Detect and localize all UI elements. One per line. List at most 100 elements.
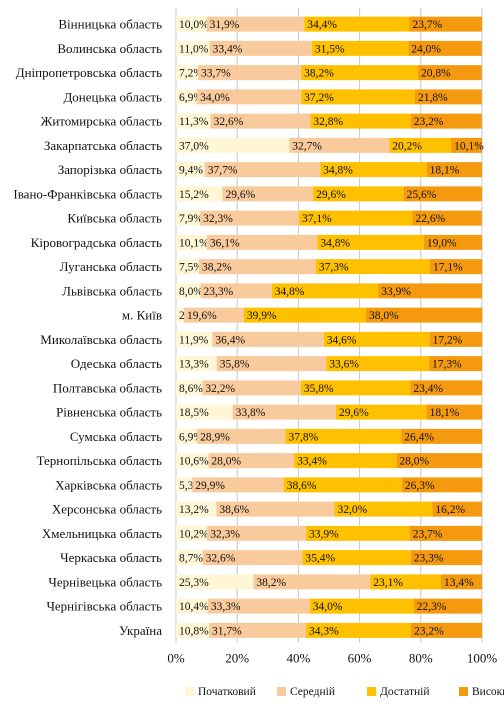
data-label: 33,8% xyxy=(236,407,266,419)
x-axis-ticks: 0% 20% 40% 60% 80% 100% xyxy=(167,651,497,666)
bar-segment xyxy=(410,113,482,129)
bar-segment xyxy=(396,453,482,469)
legend-swatch xyxy=(367,687,376,696)
bar-segment xyxy=(176,283,201,299)
bar-segment xyxy=(401,477,483,493)
bar-segment xyxy=(176,40,210,56)
x-tick-label: 20% xyxy=(225,651,249,666)
category-label: Рівненська область xyxy=(56,405,162,420)
bar-segment xyxy=(440,574,482,590)
bar-segment xyxy=(378,283,482,299)
bar-segment xyxy=(210,113,311,129)
bar-segment xyxy=(315,259,430,275)
x-tick-label: 0% xyxy=(167,651,185,666)
data-label: 31,7% xyxy=(212,625,242,637)
data-label: 28,0% xyxy=(399,456,429,468)
data-label: 10,8% xyxy=(179,625,209,637)
category-label: Луганська область xyxy=(60,259,162,274)
category-label: Чернігівська область xyxy=(46,599,162,614)
category-label: Полтавська область xyxy=(53,380,162,395)
data-label: 22,6% xyxy=(416,213,446,225)
x-tick-label: 60% xyxy=(348,651,372,666)
bar-segment xyxy=(283,477,402,493)
data-label: 23,7% xyxy=(413,528,443,540)
data-label: 23,3% xyxy=(203,286,233,298)
data-label: 34,4% xyxy=(307,19,337,31)
data-label: 17,1% xyxy=(433,262,463,274)
category-label: Волинська область xyxy=(57,41,162,56)
bar-segment xyxy=(304,16,410,32)
data-label: 32,2% xyxy=(205,383,235,395)
data-label: 11,9% xyxy=(179,334,209,346)
category-label: Хмельницька область xyxy=(42,526,162,541)
data-label: 22,3% xyxy=(417,601,447,613)
data-label: 34,8% xyxy=(323,165,353,177)
bar-segment xyxy=(429,356,482,372)
data-label: 23,2% xyxy=(414,625,444,637)
data-label: 33,9% xyxy=(381,286,411,298)
bar-segment xyxy=(306,622,412,638)
data-label: 10,0% xyxy=(179,19,209,31)
bar-segment xyxy=(311,40,409,56)
bar-segment xyxy=(204,162,321,178)
data-label: 33,4% xyxy=(213,43,243,55)
data-label: 38,2% xyxy=(202,262,232,274)
bar-segment xyxy=(451,137,482,153)
data-label: 8,7% xyxy=(179,553,203,565)
data-label: 11,3% xyxy=(179,116,209,128)
bar-segment xyxy=(410,380,482,396)
bar-segment xyxy=(285,428,402,444)
category-label: Дніпропетровська область xyxy=(16,65,162,80)
data-label: 35,4% xyxy=(305,553,335,565)
data-label: 13,2% xyxy=(179,504,209,516)
data-label: 32,7% xyxy=(292,140,322,152)
bar-segment xyxy=(411,622,482,638)
data-label: 37,7% xyxy=(208,165,238,177)
legend-swatch xyxy=(459,687,468,696)
bar-segment xyxy=(198,65,302,81)
data-label: 31,9% xyxy=(210,19,240,31)
bar-segment xyxy=(306,525,410,541)
category-label: Івано-Франківська область xyxy=(13,186,162,201)
bar-segment xyxy=(426,162,482,178)
legend: Початковий Середній Достатній Високий xyxy=(185,686,504,698)
data-label: 18,5% xyxy=(179,407,209,419)
bar-segment xyxy=(309,598,414,614)
data-label: 7,9% xyxy=(179,213,203,225)
data-label: 23,3% xyxy=(414,553,444,565)
category-label: Київська область xyxy=(67,211,162,226)
bar-segment xyxy=(408,40,482,56)
data-label: 36,4% xyxy=(215,334,245,346)
bar-segment xyxy=(197,89,302,105)
bar-segment xyxy=(432,501,482,517)
data-label: 34,0% xyxy=(200,92,230,104)
data-label: 23,7% xyxy=(412,19,442,31)
data-label: 34,8% xyxy=(320,237,350,249)
data-label: 17,3% xyxy=(432,359,462,371)
bar-segment xyxy=(216,356,327,372)
category-label: Вінницька область xyxy=(58,17,162,32)
bar-segment xyxy=(176,113,211,129)
bar-segment xyxy=(176,453,209,469)
bar-segment xyxy=(176,380,203,396)
data-label: 20,2% xyxy=(392,140,422,152)
data-label: 26,4% xyxy=(404,431,434,443)
data-label: 36,1% xyxy=(210,237,240,249)
data-label: 32,0% xyxy=(338,504,368,516)
data-label: 29,6% xyxy=(339,407,369,419)
data-label: 21,8% xyxy=(418,92,448,104)
legend-label: Початковий xyxy=(198,686,256,698)
bar-segment xyxy=(192,477,284,493)
bar-segment xyxy=(176,356,217,372)
data-label: 8,6% xyxy=(179,383,203,395)
bar-segment xyxy=(212,331,324,347)
bar-segment xyxy=(207,598,310,614)
data-label: 7,2% xyxy=(179,68,203,80)
bar-segment xyxy=(334,501,433,517)
bar-segment xyxy=(176,307,184,323)
bar-segment xyxy=(300,380,411,396)
data-label: 32,6% xyxy=(214,116,244,128)
data-label: 28,0% xyxy=(211,456,241,468)
category-label: Закарпатська область xyxy=(44,138,162,153)
